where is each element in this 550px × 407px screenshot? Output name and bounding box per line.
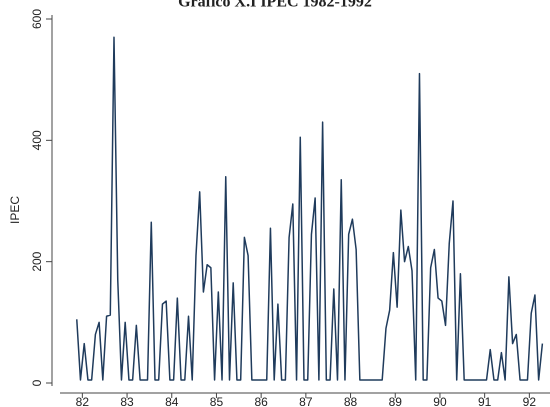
chart-title: Gráfico X.I IPEC 1982-1992 bbox=[178, 0, 372, 11]
x-tick-label: 90 bbox=[433, 395, 447, 407]
x-tick-label: 89 bbox=[389, 395, 403, 407]
x-tick-label: 85 bbox=[210, 395, 224, 407]
y-tick-label: 0 bbox=[30, 379, 44, 386]
x-tick-label: 83 bbox=[120, 395, 134, 407]
y-tick-label: 600 bbox=[30, 9, 44, 29]
x-tick-label: 86 bbox=[254, 395, 268, 407]
x-tick-label: 87 bbox=[299, 395, 313, 407]
x-tick-label: 82 bbox=[76, 395, 90, 407]
y-tick-label: 200 bbox=[30, 251, 44, 271]
x-tick-label: 84 bbox=[165, 395, 179, 407]
x-tick-label: 88 bbox=[344, 395, 358, 407]
x-tick-label: 92 bbox=[523, 395, 537, 407]
y-axis-label: IPEC bbox=[8, 196, 22, 224]
data-line bbox=[76, 36, 544, 381]
x-tick-label: 91 bbox=[478, 395, 492, 407]
y-tick-label: 400 bbox=[30, 130, 44, 150]
